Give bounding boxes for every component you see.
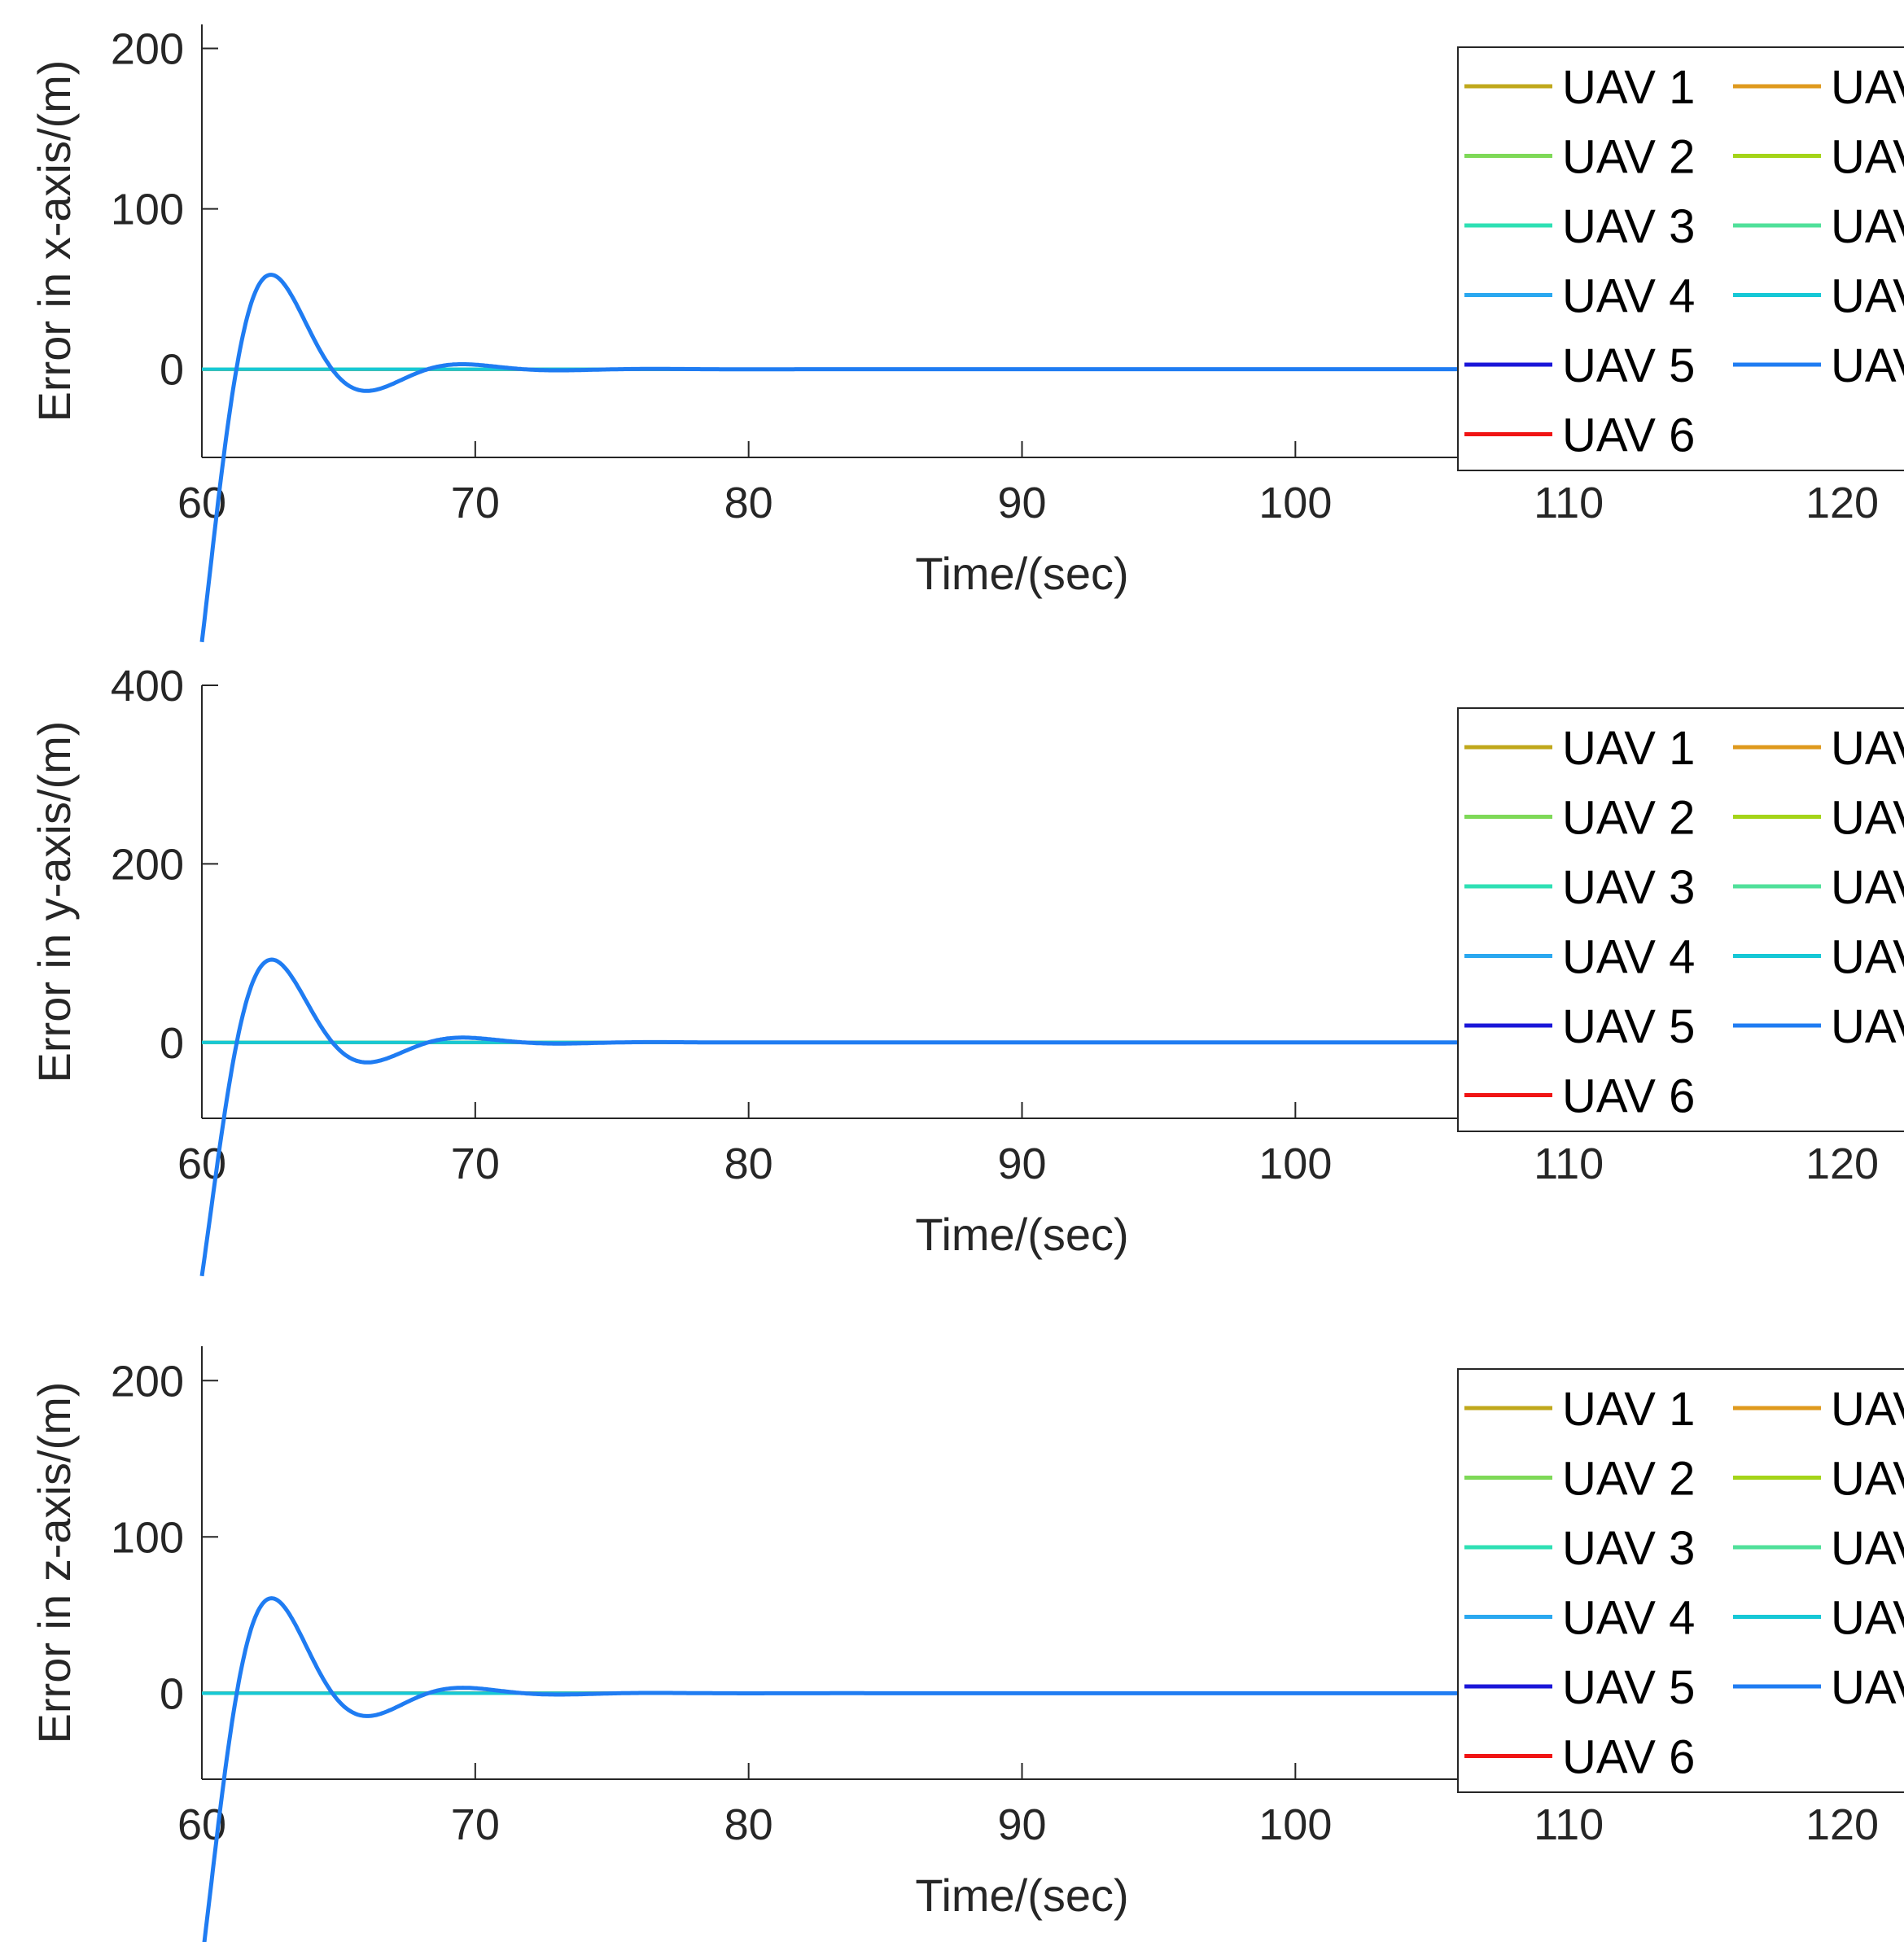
y-tick-label: 100 (111, 186, 184, 234)
panel-1: 60 70 80 90 100 110 1200100200Time/(sec)Error … (28, 24, 1904, 643)
legend-label-uav-3: UAV 3 (1562, 1522, 1695, 1575)
legend-label-uav-2: UAV 2 (1562, 1453, 1695, 1506)
y-axis-label: Error in y-axis/(m) (28, 721, 80, 1083)
legend-label-uav-5: UAV 5 (1562, 339, 1695, 392)
x-tick-label: 80 (724, 1139, 773, 1188)
legend-label-uav-6: UAV 6 (1562, 409, 1695, 462)
legend-label-uav-8: UAV 8 (1831, 792, 1904, 845)
legend-box (1457, 1368, 1904, 1793)
x-tick-label: 120 (1806, 479, 1879, 527)
legend-box (1457, 707, 1904, 1132)
y-tick-label: 200 (111, 840, 184, 889)
x-tick-label: 110 (1534, 1139, 1604, 1188)
legend-label-uav-3: UAV 3 (1562, 200, 1695, 253)
x-axis-label: Time/(sec) (915, 1870, 1128, 1921)
legend-label-uav-7: UAV 7 (1831, 61, 1904, 114)
x-tick-label: 70 (451, 479, 500, 527)
legend-label-uav-3: UAV 3 (1562, 861, 1695, 914)
legend-box (1457, 46, 1904, 471)
x-tick-label: 100 (1258, 479, 1332, 527)
legend-label-uav-5: UAV 5 (1562, 1000, 1695, 1053)
y-tick-label: 100 (111, 1513, 184, 1562)
x-axis-label: Time/(sec) (915, 1209, 1128, 1260)
legend-label-uav-1: UAV 1 (1562, 61, 1695, 114)
legend-label-uav-9: UAV 9 (1831, 1522, 1904, 1575)
x-tick-label: 120 (1806, 1800, 1879, 1849)
y-tick-label: 200 (111, 1357, 184, 1406)
y-axis-label: Error in z-axis/(m) (28, 1382, 80, 1744)
x-axis-label: Time/(sec) (915, 548, 1128, 599)
x-tick-label: 90 (997, 1139, 1046, 1188)
x-tick-label: 100 (1258, 1139, 1332, 1188)
legend-label-uav-6: UAV 6 (1562, 1070, 1695, 1123)
legend-label-uav-8: UAV 8 (1831, 1453, 1904, 1506)
legend-label-uav-9: UAV 9 (1831, 861, 1904, 914)
legend-label-uav-1: UAV 1 (1562, 1383, 1695, 1436)
y-tick-label: 0 (160, 1669, 184, 1718)
x-tick-label: 80 (724, 1800, 773, 1849)
legend-label-uav-4: UAV 4 (1562, 270, 1695, 323)
x-tick-label: 110 (1534, 1800, 1604, 1849)
legend-label-uav-10: UAV 10 (1831, 1592, 1904, 1645)
x-tick-label: 70 (451, 1139, 500, 1188)
legend-label-uav-4: UAV 4 (1562, 931, 1695, 984)
legend-label-uav-7: UAV 7 (1831, 1383, 1904, 1436)
legend-label-uav-11: UAV 11 (1831, 1000, 1904, 1053)
legend-label-uav-11: UAV 11 (1831, 339, 1904, 392)
legend-label-uav-2: UAV 2 (1562, 131, 1695, 184)
y-tick-label: 0 (160, 346, 184, 395)
legend-label-uav-7: UAV 7 (1831, 722, 1904, 775)
y-tick-label: 400 (111, 662, 184, 711)
x-tick-label: 80 (724, 479, 773, 527)
legend: UAV 1 UAV 2 UAV 3 UAV 4 UAV 5 UAV 6 UAV 7 UAV 8… (1457, 1368, 1904, 1793)
x-tick-label: 100 (1258, 1800, 1332, 1849)
x-tick-label: 110 (1534, 479, 1604, 527)
legend-label-uav-2: UAV 2 (1562, 792, 1695, 845)
x-tick-label: 90 (997, 1800, 1046, 1849)
x-tick-label: 70 (451, 1800, 500, 1849)
y-tick-label: 200 (111, 25, 184, 74)
y-axis-label: Error in x-axis/(m) (28, 60, 80, 422)
legend-label-uav-5: UAV 5 (1562, 1661, 1695, 1714)
legend-label-uav-10: UAV 10 (1831, 270, 1904, 323)
x-tick-label: 90 (997, 479, 1046, 527)
legend-label-uav-6: UAV 6 (1562, 1731, 1695, 1784)
legend: UAV 1 UAV 2 UAV 3 UAV 4 UAV 5 UAV 6 UAV 7 UAV 8… (1457, 707, 1904, 1132)
panel-2: 60 70 80 90 100 110 1200200400Time/(sec)Error … (28, 662, 1904, 1277)
legend-label-uav-9: UAV 9 (1831, 200, 1904, 253)
legend-label-uav-10: UAV 10 (1831, 931, 1904, 984)
legend-label-uav-1: UAV 1 (1562, 722, 1695, 775)
legend: UAV 1 UAV 2 UAV 3 UAV 4 UAV 5 UAV 6 UAV 7 UAV 8… (1457, 46, 1904, 471)
x-tick-label: 120 (1806, 1139, 1879, 1188)
legend-label-uav-8: UAV 8 (1831, 131, 1904, 184)
legend-label-uav-4: UAV 4 (1562, 1592, 1695, 1645)
legend-label-uav-11: UAV 11 (1831, 1661, 1904, 1714)
y-tick-label: 0 (160, 1019, 184, 1068)
panel-3: 60 70 80 90 100 110 1200100200Time/(sec)Error … (28, 1346, 1904, 1942)
